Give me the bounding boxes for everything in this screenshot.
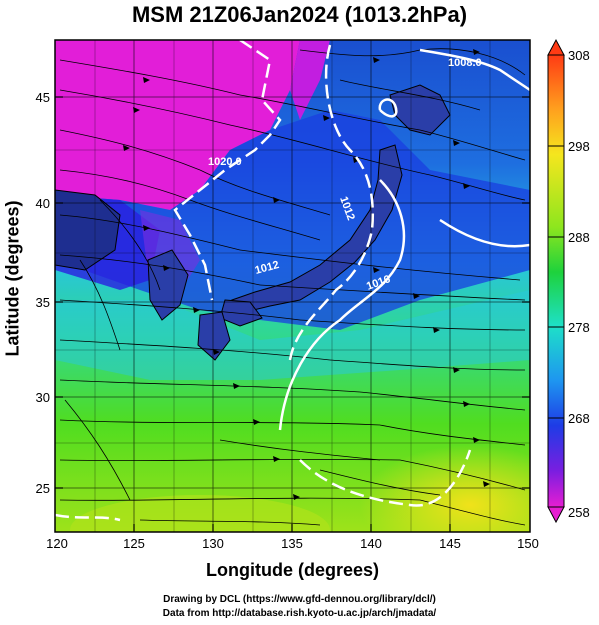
colorbar-max-arrow: [547, 38, 565, 56]
streamlines: [59, 48, 526, 526]
credit-drawing: Drawing by DCL (https://www.gfd-dennou.o…: [163, 594, 436, 605]
y-tick-label: 25: [36, 481, 50, 496]
y-tick-label: 40: [36, 196, 50, 211]
y-axis-label-text: Latitude (degrees): [2, 200, 23, 357]
colorbar-label: 258: [568, 505, 590, 520]
y-tick-label: 35: [36, 295, 50, 310]
y-tick-label: 30: [36, 390, 50, 405]
colorbar-label: 268: [568, 411, 590, 426]
colorbar-scale: [547, 54, 565, 508]
x-tick-label: 145: [439, 536, 461, 551]
y-tick-marks: [55, 96, 530, 489]
colorbar-label: 298: [568, 139, 590, 154]
y-tick-labels: 45 40 35 30 25: [36, 90, 50, 496]
colorbar-label: 308: [568, 48, 590, 63]
coastlines: [55, 84, 451, 361]
x-tick-marks: [133, 524, 451, 532]
x-tick-label: 135: [281, 536, 303, 551]
isobar-label: 1008.0: [448, 57, 482, 69]
isobar-label: 1020.0: [208, 156, 242, 168]
x-tick-label: 150: [517, 536, 539, 551]
colorbar-label: 288: [568, 230, 590, 245]
streamline-arrows: [123, 49, 490, 500]
colorbar: 308 298 288 278 268 258: [547, 38, 590, 524]
isobars: [55, 40, 530, 522]
colorbar-min-arrow: [547, 506, 565, 524]
x-tick-labels: 120 125 130 135 140 145 150: [46, 536, 539, 551]
colorbar-labels: 308 298 288 278 268 258: [568, 48, 590, 520]
y-tick-label: 45: [36, 90, 50, 105]
x-tick-label: 140: [360, 536, 382, 551]
x-tick-label: 130: [202, 536, 224, 551]
x-tick-label: 120: [46, 536, 68, 551]
credit-data-source: Data from http://database.rish.kyoto-u.a…: [162, 608, 437, 619]
colorbar-label: 278: [568, 320, 590, 335]
map-plot-area: [55, 40, 530, 532]
x-tick-label: 125: [123, 536, 145, 551]
chart-title: MSM 21Z06Jan2024 (1013.2hPa): [131, 2, 468, 27]
x-axis-label: Longitude (degrees): [205, 560, 379, 580]
